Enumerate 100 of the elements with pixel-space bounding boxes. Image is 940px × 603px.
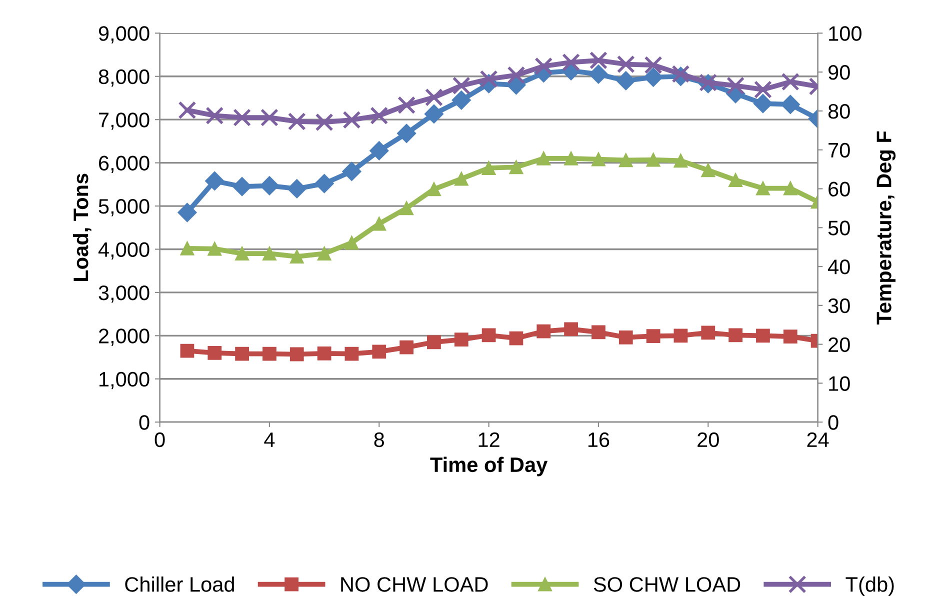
point: [674, 328, 688, 343]
point: [233, 108, 252, 127]
point: [618, 153, 633, 168]
point: [644, 56, 662, 74]
x-axis-title: Time of Day: [430, 456, 548, 476]
point: [452, 76, 470, 95]
point: [342, 110, 361, 129]
point: [480, 70, 498, 88]
y2-tick-label: 90: [828, 65, 850, 80]
point: [427, 335, 441, 350]
y2-tick-label: 50: [828, 220, 850, 236]
y2-tick-label: 40: [828, 260, 850, 274]
y-tick-label: 9,000: [98, 26, 150, 44]
point: [235, 346, 249, 361]
point: [400, 201, 414, 216]
point: [781, 72, 800, 91]
point: [726, 76, 745, 95]
y2-tick-label: 30: [828, 298, 850, 314]
point: [588, 64, 608, 84]
point: [288, 112, 306, 130]
point: [701, 326, 716, 340]
point: [482, 161, 496, 175]
point: [644, 68, 663, 87]
y2-tick-label: 0: [828, 415, 838, 430]
y-tick-label: 4,000: [98, 242, 150, 260]
y-tick-label: 0: [139, 415, 150, 430]
legend-label: Chiller Load: [125, 576, 234, 592]
point: [674, 154, 688, 168]
point: [344, 236, 359, 250]
y-tick-label: 7,000: [99, 112, 150, 130]
point: [616, 71, 636, 90]
y2-tick-label: 10: [829, 376, 850, 391]
point: [314, 174, 334, 194]
point: [616, 55, 635, 74]
y-tick-label: 3,000: [98, 285, 150, 303]
y2-tick-label: 70: [828, 142, 850, 158]
legend-label: NO CHW LOAD: [341, 577, 488, 592]
point: [701, 163, 716, 178]
y-tick-label: 6,000: [99, 156, 150, 174]
point: [317, 246, 332, 261]
point: [509, 331, 524, 346]
legend-label: T(db): [846, 576, 894, 596]
point: [728, 173, 742, 188]
point: [400, 340, 414, 354]
point: [780, 94, 800, 114]
point: [208, 242, 222, 256]
point: [646, 329, 660, 344]
y2-tick-label: 100: [829, 26, 862, 41]
point: [372, 216, 386, 231]
point: [536, 152, 551, 166]
point: [564, 322, 578, 336]
point: [534, 57, 553, 76]
point: [452, 90, 471, 110]
point: [290, 250, 304, 264]
point: [290, 347, 304, 362]
point: [232, 177, 252, 196]
legend-label: SO CHW LOAD: [594, 577, 740, 592]
point: [372, 344, 386, 359]
point: [618, 330, 633, 344]
point: [370, 141, 389, 160]
point: [397, 124, 416, 143]
point: [262, 346, 276, 361]
point: [205, 171, 224, 190]
y-tick-label: 1,000: [100, 372, 150, 390]
point: [260, 108, 278, 127]
point: [536, 324, 551, 338]
point: [287, 179, 306, 198]
point: [564, 152, 578, 166]
point: [178, 202, 197, 222]
y2-tick-label: 20: [828, 337, 850, 352]
point: [178, 101, 196, 120]
y2-tick-label: 80: [828, 104, 850, 119]
point: [509, 160, 524, 174]
point: [728, 328, 742, 342]
point: [180, 344, 194, 358]
x-tick-label: 4: [264, 432, 275, 447]
point: [370, 106, 388, 125]
y-axis-title: Load, Tons: [72, 174, 92, 282]
point: [562, 53, 580, 72]
point: [206, 106, 224, 125]
point: [756, 328, 770, 343]
point: [592, 325, 606, 340]
point: [398, 96, 416, 114]
point: [646, 152, 660, 167]
point: [783, 181, 798, 196]
point: [754, 80, 772, 99]
point: [454, 332, 468, 347]
x-tick-label: 12: [478, 432, 500, 447]
point: [262, 246, 276, 261]
y2-axis-title: Temperature, Deg F: [876, 131, 896, 324]
point: [342, 162, 362, 181]
y2-tick-label: 60: [828, 182, 850, 196]
point: [427, 182, 441, 196]
point: [753, 94, 772, 114]
y-tick-label: 2,000: [98, 328, 150, 346]
point: [315, 113, 334, 132]
y-tick-label: 5,000: [98, 199, 150, 216]
x-tick-label: 24: [807, 432, 829, 447]
point: [208, 346, 222, 360]
x-tick-label: 16: [588, 432, 610, 448]
